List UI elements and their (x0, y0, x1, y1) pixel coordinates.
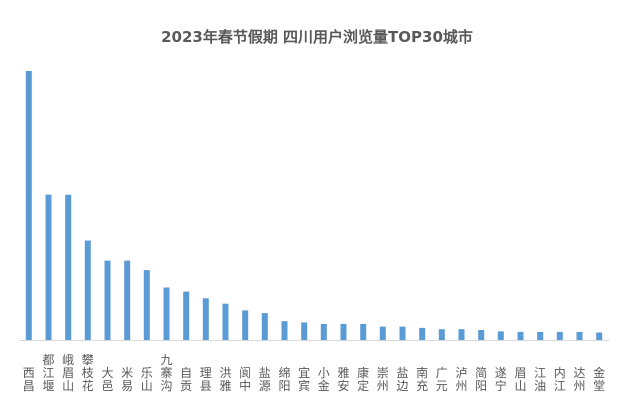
bar-江油 (537, 331, 544, 340)
category-label-金堂: 金堂 (593, 366, 606, 393)
category-label-米易: 米易 (121, 366, 134, 393)
bar-康定 (360, 323, 367, 340)
category-label-康定: 康定 (357, 366, 370, 393)
category-label-阆中: 阆中 (239, 366, 252, 393)
category-label-简阳: 简阳 (475, 366, 488, 393)
category-label-宜宾: 宜宾 (298, 366, 311, 393)
bar-阆中 (242, 310, 249, 340)
bar-理县 (202, 298, 209, 340)
bar-遂宁 (497, 331, 504, 340)
bar-眉山 (517, 331, 524, 340)
category-label-内江: 内江 (553, 366, 566, 393)
category-label-自贡: 自贡 (180, 366, 193, 393)
category-label-乐山: 乐山 (140, 366, 153, 393)
category-label-理县: 理县 (199, 366, 212, 393)
category-label-九寨沟: 九寨沟 (160, 353, 173, 393)
bar-都江堰 (45, 194, 52, 340)
bar-乐山 (143, 270, 150, 340)
category-label-泸州: 泸州 (455, 366, 468, 393)
bar-盐边 (399, 326, 406, 341)
bar-自贡 (183, 291, 190, 340)
category-label-遂宁: 遂宁 (494, 366, 507, 393)
category-label-眉山: 眉山 (514, 366, 527, 393)
category-label-洪雅: 洪雅 (219, 366, 232, 393)
category-label-江油: 江油 (534, 366, 547, 393)
category-label-西昌: 西昌 (22, 366, 35, 393)
bar-宜宾 (301, 322, 308, 340)
bar-泸州 (458, 329, 465, 340)
category-label-雅安: 雅安 (337, 366, 350, 393)
bar-峨眉山 (65, 194, 72, 340)
bar-攀枝花 (84, 240, 91, 340)
category-label-南充: 南充 (416, 366, 429, 393)
bar-大邑 (104, 260, 111, 340)
category-label-攀枝花: 攀枝花 (81, 353, 94, 393)
category-label-盐源: 盐源 (258, 366, 271, 393)
bar-雅安 (340, 323, 347, 340)
bar-西昌 (25, 71, 32, 340)
bar-九寨沟 (163, 287, 170, 340)
chart-title: 2023年春节假期 四川用户浏览量TOP30城市 (161, 28, 473, 46)
bar-盐源 (261, 313, 268, 340)
category-label-崇州: 崇州 (376, 366, 389, 393)
bar-小金 (320, 323, 327, 340)
bar-洪雅 (222, 303, 229, 340)
category-label-广元: 广元 (435, 366, 448, 393)
category-label-小金: 小金 (317, 366, 330, 393)
bar-简阳 (478, 330, 485, 340)
bar-崇州 (379, 326, 386, 341)
bar-南充 (419, 327, 426, 340)
category-label-绵阳: 绵阳 (278, 366, 291, 393)
bar-内江 (556, 331, 563, 340)
category-label-达州: 达州 (573, 366, 586, 393)
bar-广元 (438, 329, 445, 340)
category-label-大邑: 大邑 (101, 366, 114, 393)
bar-金堂 (596, 332, 603, 340)
bar-米易 (124, 260, 131, 340)
category-label-盐边: 盐边 (396, 366, 409, 393)
category-label-都江堰: 都江堰 (42, 353, 55, 393)
category-label-峨眉山: 峨眉山 (62, 353, 75, 393)
bar-达州 (576, 331, 583, 340)
bar-绵阳 (281, 321, 288, 340)
